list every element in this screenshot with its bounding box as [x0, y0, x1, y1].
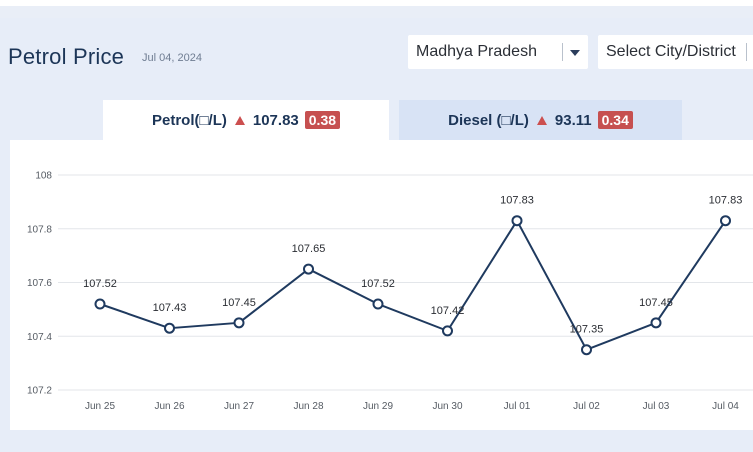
page-title: Petrol Price [8, 44, 125, 69]
tab-diesel-price: 93.11 [554, 111, 592, 129]
data-label: 107.42 [431, 305, 465, 317]
data-point [94, 298, 106, 310]
x-tick-label: Jul 03 [643, 401, 670, 412]
y-tick-label: 107.4 [27, 332, 52, 343]
tab-diesel-label: Diesel (□/L) [448, 111, 529, 129]
up-triangle-icon [234, 115, 245, 125]
data-label: 107.35 [570, 324, 604, 336]
data-label: 107.45 [639, 297, 673, 309]
data-point [372, 298, 384, 310]
tab-diesel[interactable]: Diesel (□/L) 93.11 0.34 [399, 100, 682, 140]
data-point [303, 263, 314, 275]
x-tick-label: Jul 04 [712, 401, 739, 412]
data-point [581, 344, 592, 356]
y-tick-label: 107.6 [27, 278, 52, 289]
data-label: 107.52 [83, 278, 117, 290]
price-chart: 107.2 107.4 107.6 107.8 108 Jun 25 Jun 26 Jun 2… [10, 140, 753, 430]
data-label: 107.65 [292, 243, 326, 255]
tab-petrol-price: 107.83 [252, 111, 299, 129]
series-line [99, 219, 727, 351]
data-point [511, 215, 523, 227]
x-tick-label: Jul 02 [573, 401, 600, 412]
data-label: 107.83 [709, 195, 743, 207]
x-tick-label: Jun 26 [154, 401, 184, 412]
data-point [233, 317, 245, 329]
line-chart: 107.2 107.4 107.6 107.8 108 Jun 25 Jun 26 Jun 2… [27, 171, 753, 412]
data-point [650, 317, 662, 329]
x-tick-label: Jul 01 [504, 401, 531, 412]
chevron-down-icon[interactable] [570, 50, 580, 56]
city-select[interactable]: Select City/District [598, 35, 753, 69]
y-tick-label: 108 [35, 171, 52, 182]
tab-petrol[interactable]: Petrol(□/L) 107.83 0.38 [103, 100, 389, 140]
up-triangle-icon [536, 115, 547, 125]
x-tick-label: Jun 30 [432, 401, 462, 412]
price-change-badge: 0.34 [597, 111, 633, 129]
price-date: Jul 04, 2024 [142, 52, 202, 64]
top-strip [0, 0, 753, 6]
city-select-placeholder: Select City/District [606, 43, 736, 60]
x-tick-label: Jun 29 [363, 401, 393, 412]
x-tick-label: Jun 25 [85, 401, 115, 412]
y-tick-label: 107.8 [27, 224, 52, 235]
data-label: 107.83 [500, 195, 534, 207]
x-tick-label: Jun 27 [224, 401, 254, 412]
data-point [720, 215, 731, 227]
select-divider [562, 43, 563, 61]
data-label: 107.45 [222, 297, 256, 309]
data-label: 107.43 [153, 302, 187, 314]
data-point [442, 325, 453, 337]
tab-petrol-label: Petrol(□/L) [151, 111, 227, 129]
data-label: 107.52 [361, 278, 395, 290]
data-point [164, 322, 175, 334]
state-select[interactable]: Madhya Pradesh [408, 35, 588, 69]
x-tick-label: Jun 28 [293, 401, 323, 412]
y-tick-label: 107.2 [27, 386, 52, 397]
select-divider [746, 43, 747, 61]
price-change-badge: 0.38 [304, 111, 341, 129]
state-select-value: Madhya Pradesh [416, 43, 537, 60]
